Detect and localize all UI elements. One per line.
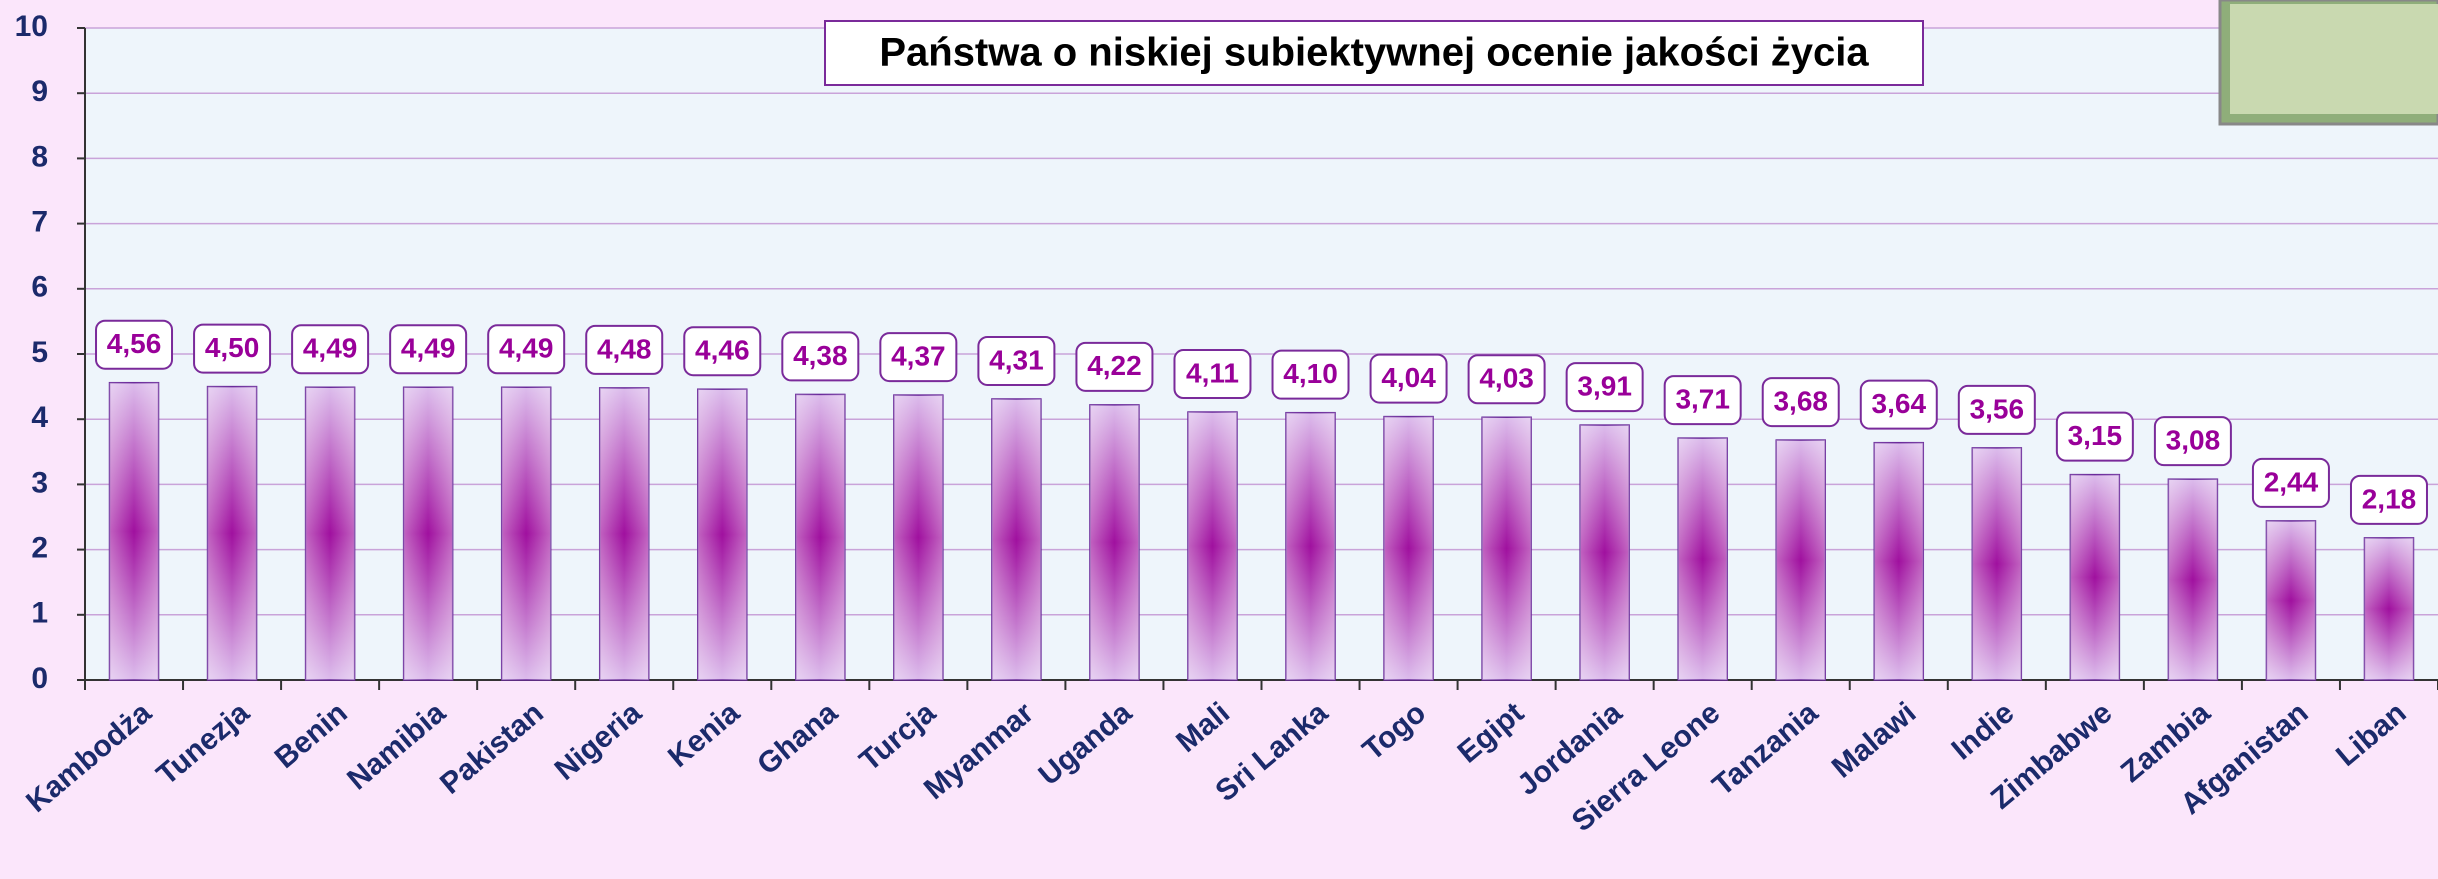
value-label: 4,03 (1479, 363, 1534, 394)
y-tick-label: 1 (31, 597, 48, 630)
value-label: 4,48 (597, 333, 652, 364)
y-tick-label: 3 (31, 466, 48, 499)
value-label: 3,15 (2068, 420, 2123, 451)
y-tick-label: 6 (31, 271, 48, 304)
bar-sheen (1188, 412, 1237, 680)
value-label: 4,49 (499, 333, 554, 364)
value-label: 4,38 (793, 340, 848, 371)
value-label: 4,10 (1283, 358, 1338, 389)
y-tick-label: 0 (31, 662, 48, 695)
value-label: 3,71 (1675, 383, 1730, 414)
bar-sheen (1678, 438, 1727, 680)
bar-sheen (698, 389, 747, 680)
bar-sheen (502, 387, 551, 680)
bar-sheen (600, 388, 649, 680)
bar-sheen (306, 387, 355, 680)
bar-sheen (1384, 417, 1433, 680)
value-label: 2,44 (2264, 466, 2319, 497)
value-label: 2,18 (2362, 483, 2417, 514)
y-tick-label: 8 (31, 140, 48, 173)
value-label: 3,68 (1773, 385, 1828, 416)
logo-image (2230, 4, 2438, 114)
y-tick-label: 4 (31, 401, 48, 434)
bar-sheen (208, 387, 257, 680)
value-label: 4,31 (989, 344, 1044, 375)
bar-sheen (2266, 521, 2315, 680)
value-label: 4,37 (891, 340, 946, 371)
bar-sheen (796, 394, 845, 680)
value-label: 4,04 (1381, 362, 1436, 393)
bar-sheen (992, 399, 1041, 680)
bar-sheen (1286, 413, 1335, 680)
value-label: 4,46 (695, 335, 750, 366)
bar-sheen (1776, 440, 1825, 680)
value-label: 4,49 (303, 333, 358, 364)
bar-sheen (2168, 479, 2217, 680)
value-label: 3,91 (1577, 370, 1632, 401)
y-tick-label: 9 (31, 75, 48, 108)
bar-sheen (1482, 417, 1531, 680)
value-label: 3,56 (1970, 393, 2025, 424)
chart-title: Państwa o niskiej subiektywnej ocenie ja… (879, 31, 1869, 75)
bar-sheen (404, 387, 453, 680)
bar-sheen (2070, 475, 2119, 680)
value-label: 3,64 (1872, 388, 1927, 419)
bar-sheen (110, 383, 159, 680)
y-tick-label: 2 (31, 532, 48, 565)
value-label: 4,49 (401, 333, 456, 364)
y-tick-label: 7 (31, 206, 48, 239)
chart: 0123456789104,56Kambodża4,50Tunezja4,49B… (0, 0, 2438, 879)
bar-sheen (1972, 448, 2021, 680)
value-label: 4,56 (107, 328, 162, 359)
value-label: 4,22 (1087, 350, 1142, 381)
value-label: 4,11 (1186, 357, 1239, 388)
value-label: 3,08 (2166, 425, 2221, 456)
bar-sheen (1090, 405, 1139, 680)
bar-sheen (894, 395, 943, 680)
bar-sheen (1580, 425, 1629, 680)
value-label: 4,50 (205, 332, 260, 363)
y-tick-label: 10 (15, 10, 48, 43)
bar-sheen (1874, 443, 1923, 680)
y-tick-label: 5 (31, 336, 48, 369)
bar-sheen (2364, 538, 2413, 680)
